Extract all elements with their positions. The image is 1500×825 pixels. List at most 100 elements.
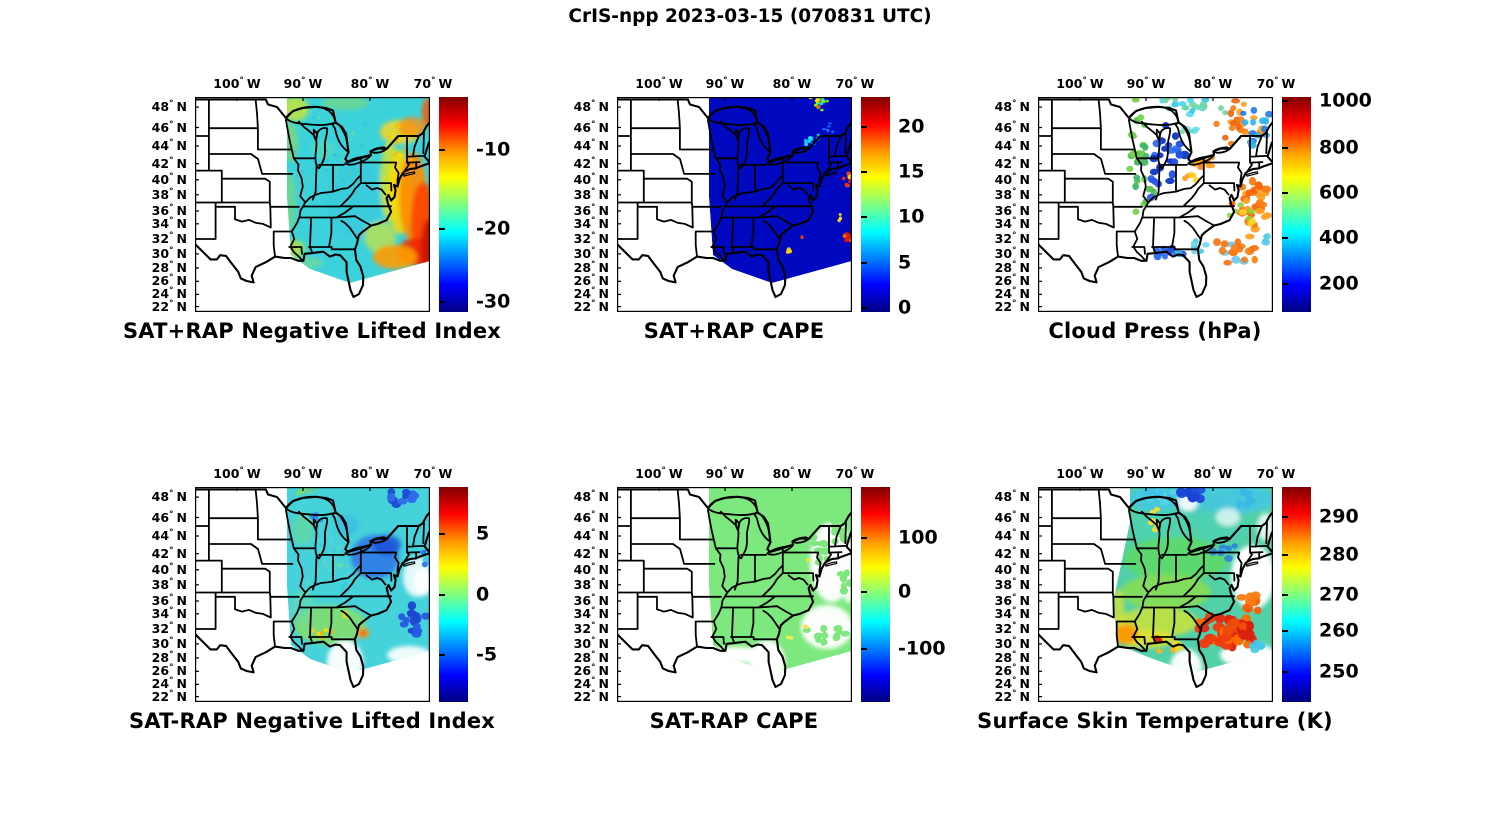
- y-tick-label: 44° N: [151, 137, 187, 153]
- y-tick-label: 36° N: [151, 202, 187, 218]
- map-canvas: [617, 487, 852, 702]
- y-tick-label: 22° N: [994, 688, 1030, 704]
- y-tick-label: 42° N: [151, 155, 187, 171]
- y-tick-label: 36° N: [573, 202, 609, 218]
- colorbar-tick-label: 10: [898, 205, 925, 228]
- y-tick-label: 30° N: [994, 635, 1030, 651]
- x-tick-label: 90° W: [283, 465, 323, 481]
- y-tick-label: 28° N: [573, 259, 609, 275]
- colorbar-tick: [861, 648, 867, 651]
- y-tick-label: 30° N: [573, 635, 609, 651]
- x-tick-label: 70° W: [835, 465, 875, 481]
- colorbar-tick: [861, 591, 867, 594]
- colorbar-tick: [1282, 100, 1288, 103]
- map-canvas: [195, 97, 430, 312]
- y-tick-label: 34° N: [994, 215, 1030, 231]
- y-tick-label: 26° N: [151, 663, 187, 679]
- x-tick-label: 100° W: [213, 75, 261, 91]
- y-tick-label: 24° N: [994, 676, 1030, 692]
- y-tick-label: 22° N: [994, 298, 1030, 314]
- panel-title: Cloud Press (hPa): [1048, 319, 1262, 343]
- panel-title: SAT-RAP Negative Lifted Index: [128, 709, 496, 733]
- colorbar-tick-label: 15: [898, 160, 925, 183]
- y-tick-label: 38° N: [151, 576, 187, 592]
- data-swath: [709, 487, 852, 673]
- y-tick-label: 28° N: [573, 649, 609, 665]
- y-tick-label: 32° N: [151, 620, 187, 636]
- colorbar-tick-label: -5: [476, 643, 498, 666]
- x-tick-label: 80° W: [350, 465, 390, 481]
- x-tick-label: 70° W: [835, 75, 875, 91]
- colorbar-tick: [1282, 236, 1288, 239]
- y-tick-label: 46° N: [573, 509, 609, 525]
- colorbar-tick: [1282, 191, 1288, 194]
- data-dots: [785, 488, 852, 646]
- colorbar: [439, 487, 468, 702]
- map-canvas: [617, 97, 852, 312]
- y-tick-label: 46° N: [994, 509, 1030, 525]
- y-tick-label: 44° N: [151, 527, 187, 543]
- y-tick-label: 32° N: [994, 230, 1030, 246]
- colorbar-tick: [439, 653, 445, 656]
- map-canvas: [1038, 487, 1273, 702]
- panel-sat-minus-rap-negative-lifted-index: 100° W 90° W 80° W 70° W 48° N 46° N 44° N 42° N 40° N 38°…: [129, 466, 515, 747]
- x-tick-label: 70° W: [413, 75, 453, 91]
- colorbar-tick: [861, 126, 867, 129]
- y-tick-label: 22° N: [573, 688, 609, 704]
- x-tick-label: 100° W: [213, 465, 261, 481]
- y-tick-label: 34° N: [994, 605, 1030, 621]
- colorbar-tick-label: 5: [898, 251, 912, 274]
- y-tick-label: 30° N: [573, 245, 609, 261]
- y-tick-label: 40° N: [573, 171, 609, 187]
- colorbar-tick-label: 250: [1319, 660, 1359, 683]
- y-tick-label: 40° N: [994, 171, 1030, 187]
- y-tick-label: 22° N: [151, 298, 187, 314]
- colorbar-tick: [1282, 553, 1288, 556]
- y-tick-label: 36° N: [994, 592, 1030, 608]
- y-tick-label: 38° N: [151, 186, 187, 202]
- y-tick-label: 24° N: [994, 286, 1030, 302]
- panel-sat-plus-rap-cape: 100° W 90° W 80° W 70° W 48° N 46° N 44° N 42° N 40° N 38°…: [574, 76, 937, 357]
- y-tick-label: 34° N: [573, 605, 609, 621]
- y-tick-label: 34° N: [151, 215, 187, 231]
- y-tick-label: 24° N: [151, 286, 187, 302]
- colorbar-tick-label: 400: [1319, 226, 1359, 249]
- panel-sat-minus-rap-cape: 100° W 90° W 80° W 70° W 48° N 46° N 44° N 42° N 40° N 38°…: [574, 466, 946, 747]
- colorbar-tick-label: -10: [476, 138, 511, 161]
- map-canvas: [1038, 97, 1273, 312]
- colorbar-tick-label: 0: [898, 296, 912, 319]
- colorbar-tick: [861, 216, 867, 219]
- y-tick-label: 38° N: [994, 576, 1030, 592]
- y-tick-label: 48° N: [573, 488, 609, 505]
- y-tick-label: 44° N: [573, 527, 609, 543]
- colorbar-tick: [861, 171, 867, 174]
- x-tick-label: 100° W: [635, 75, 683, 91]
- colorbar-tick-label: 20: [898, 115, 925, 138]
- colorbar: [861, 487, 890, 702]
- colorbar-tick-label: 0: [898, 580, 912, 603]
- panel-surface-skin-temperature: 100° W 90° W 80° W 70° W 48° N 46° N 44° N 42° N 40° N 38°…: [977, 466, 1359, 747]
- y-tick-label: 46° N: [151, 509, 187, 525]
- colorbar-tick-label: -20: [476, 217, 511, 240]
- y-tick-label: 42° N: [994, 545, 1030, 561]
- figure-title: CrIS-npp 2023-03-15 (070831 UTC): [568, 6, 932, 27]
- y-tick-label: 48° N: [151, 98, 187, 115]
- y-tick-label: 26° N: [573, 663, 609, 679]
- colorbar-tick-label: 1000: [1319, 89, 1372, 112]
- colorbar-tick: [1282, 630, 1288, 633]
- data-dots: [1142, 487, 1266, 654]
- y-tick-label: 40° N: [151, 561, 187, 577]
- x-tick-label: 80° W: [1193, 465, 1233, 481]
- data-swath: [1113, 487, 1273, 673]
- colorbar-tick-label: 280: [1319, 543, 1359, 566]
- x-tick-label: 80° W: [350, 75, 390, 91]
- y-tick-label: 36° N: [573, 592, 609, 608]
- colorbar-tick-label: 600: [1319, 181, 1359, 204]
- y-tick-label: 42° N: [151, 545, 187, 561]
- x-tick-label: 80° W: [772, 465, 812, 481]
- colorbar-tick-label: 5: [476, 522, 490, 545]
- y-tick-label: 46° N: [151, 119, 187, 135]
- y-tick-label: 46° N: [994, 119, 1030, 135]
- colorbar-tick: [439, 300, 445, 303]
- colorbar-tick-label: 800: [1319, 136, 1359, 159]
